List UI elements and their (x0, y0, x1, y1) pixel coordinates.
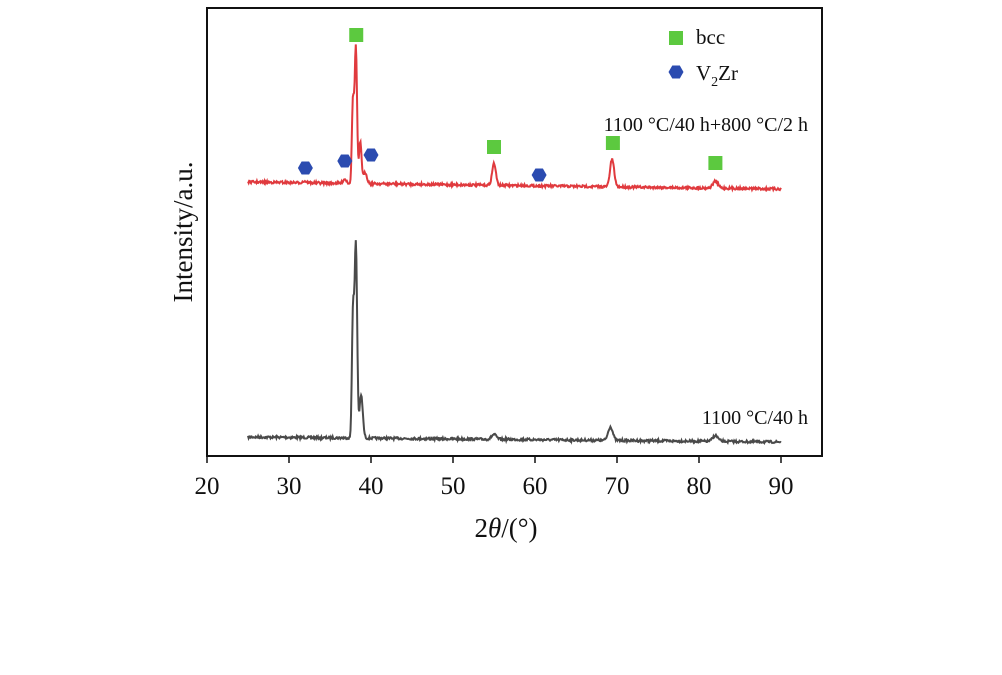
v2zr-marker (337, 154, 353, 168)
x-tick-label: 70 (605, 473, 630, 500)
v2zr-marker (363, 148, 379, 162)
series-line-aged (247, 44, 782, 193)
bcc-marker (605, 136, 620, 150)
x-tick-label: 50 (441, 473, 466, 500)
legend: bcc V2Zr (668, 25, 738, 90)
x-tick-label: 60 (523, 473, 548, 500)
y-axis-title: Intensity/a.u. (168, 162, 198, 303)
legend-v2zr-label: V2Zr (696, 61, 738, 90)
legend-bcc-square-icon (669, 31, 683, 45)
x-tick-label: 30 (277, 473, 302, 500)
legend-bcc-label: bcc (696, 25, 725, 49)
v2zr-marker (297, 161, 313, 175)
x-axis: 20 30 40 50 60 70 80 90 (195, 456, 794, 500)
x-tick-label: 80 (687, 473, 712, 500)
series-label-solution: 1100 °C/40 h (702, 407, 808, 429)
bcc-marker (487, 140, 501, 154)
series-line-solution (247, 240, 782, 446)
phase-markers (297, 28, 723, 182)
x-tick-label: 40 (359, 473, 384, 500)
series-layer (247, 44, 782, 446)
legend-v2zr-hexagon-icon (668, 65, 684, 79)
x-axis-title: 2θ/(°) (474, 513, 537, 543)
bcc-marker (708, 156, 723, 170)
bcc-marker (349, 28, 364, 42)
series-labels: 1100 °C/40 h+800 °C/2 h 1100 °C/40 h (604, 114, 808, 429)
x-tick-label: 90 (769, 473, 794, 500)
series-label-aged: 1100 °C/40 h+800 °C/2 h (604, 114, 808, 136)
x-tick-label: 20 (195, 473, 220, 500)
v2zr-marker (531, 168, 547, 182)
plot-frame (206, 7, 823, 457)
